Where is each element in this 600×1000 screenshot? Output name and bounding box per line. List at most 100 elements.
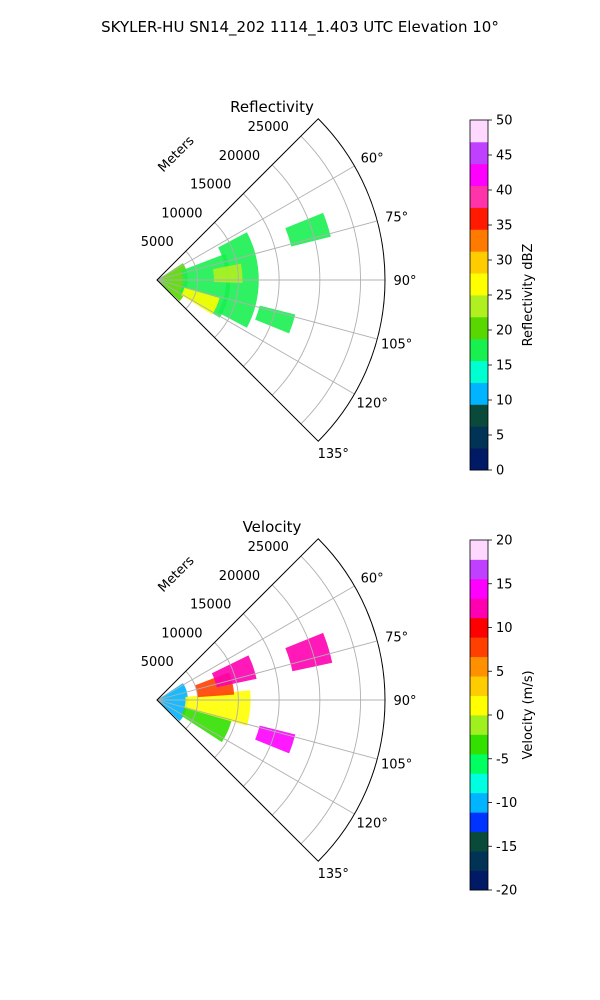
colorbar-tick-label: -15 bbox=[496, 840, 517, 855]
colorbar-segment bbox=[470, 753, 488, 774]
colorbar-tick-label: 5 bbox=[496, 665, 504, 680]
echo-region bbox=[255, 305, 296, 334]
colorbar-segment bbox=[470, 734, 488, 755]
colorbar-segment bbox=[470, 141, 488, 165]
colorbar-segment bbox=[470, 338, 488, 362]
colorbar-tick-label: 30 bbox=[496, 254, 513, 269]
azimuth-gridline bbox=[156, 585, 355, 701]
azimuth-tick-label: 90° bbox=[393, 274, 416, 289]
sector-outline bbox=[156, 538, 386, 862]
colorbar-segment bbox=[470, 715, 488, 735]
colorbar-segment bbox=[470, 812, 488, 833]
azimuth-gridline bbox=[156, 220, 378, 281]
azimuth-gridline bbox=[156, 279, 355, 395]
echo-region bbox=[157, 263, 188, 302]
colorbar-segment bbox=[470, 598, 488, 619]
colorbar-segment bbox=[470, 637, 488, 658]
colorbar-tick-label: -20 bbox=[496, 884, 517, 899]
colorbar-segment bbox=[470, 382, 488, 405]
azimuth-tick-label: 60° bbox=[361, 572, 384, 587]
colorbar-tick-label: 15 bbox=[496, 577, 513, 592]
radial-tick-label: 10000 bbox=[161, 626, 202, 641]
echo-data bbox=[157, 632, 333, 754]
azimuth-gridline bbox=[156, 165, 355, 281]
azimuth-tick-label: 75° bbox=[385, 631, 408, 646]
radial-tick-label: 5000 bbox=[141, 655, 174, 670]
colorbar-tick-label: 10 bbox=[496, 621, 513, 636]
colorbar-tick-label: 45 bbox=[496, 149, 513, 164]
radial-tick-label: 25000 bbox=[248, 540, 289, 555]
colorbar-segment bbox=[470, 229, 488, 252]
radial-axis-label: Meters bbox=[156, 553, 198, 595]
colorbar-tick-label: 0 bbox=[496, 464, 504, 479]
colorbar-segment bbox=[470, 851, 488, 871]
colorbar: -20 -15 -10 -5 0 5 10 15 20 Velocity (m/s) bbox=[469, 534, 536, 899]
colorbar-segment bbox=[470, 316, 488, 340]
colorbar-label: Reflectivity dBZ bbox=[521, 244, 536, 347]
colorbar-tick-label: 35 bbox=[496, 219, 513, 234]
azimuth-tick-label: 135° bbox=[318, 447, 349, 462]
azimuth-gridline bbox=[156, 640, 378, 701]
colorbar-segment bbox=[470, 676, 488, 696]
colorbar-tick-label: 0 bbox=[496, 709, 504, 724]
azimuth-tick-label: 60° bbox=[361, 152, 384, 167]
echo-region bbox=[211, 655, 257, 688]
colorbar-tick-label: 10 bbox=[496, 394, 513, 409]
colorbar-segment bbox=[470, 773, 488, 794]
colorbar-segment bbox=[470, 617, 488, 638]
colorbar-tick-label: 40 bbox=[496, 184, 513, 199]
radial-tick-label: 25000 bbox=[248, 120, 289, 135]
azimuth-gridline bbox=[156, 699, 355, 815]
colorbar-tick-label: 20 bbox=[496, 534, 513, 549]
figure-title: SKYLER-HU SN14_202 1114_1.403 UTC Elevat… bbox=[101, 18, 499, 37]
radial-tick-label: 20000 bbox=[219, 569, 260, 584]
colorbar-segment bbox=[470, 656, 488, 677]
radial-tick-label: 10000 bbox=[161, 206, 202, 221]
echo-region bbox=[212, 263, 243, 283]
colorbar-segment bbox=[470, 792, 488, 813]
colorbar-tick-label: 5 bbox=[496, 429, 504, 444]
colorbar-tick-label: -5 bbox=[496, 752, 509, 767]
radial-tick-label: 5000 bbox=[141, 235, 174, 250]
colorbar-segment bbox=[470, 559, 488, 580]
colorbar-segment bbox=[470, 360, 488, 383]
reflectivity-panel: 60° 75° 90° 105° 120° 135° 5000 10000 15000 20000… bbox=[141, 98, 536, 479]
echo-region bbox=[285, 632, 333, 672]
sector-outline bbox=[156, 118, 386, 442]
colorbar-tick-label: 50 bbox=[496, 114, 513, 129]
colorbar-segment bbox=[470, 695, 488, 716]
echo-region bbox=[181, 287, 220, 315]
azimuth-tick-label: 105° bbox=[381, 337, 412, 352]
colorbar-segment bbox=[470, 251, 488, 274]
echo-region bbox=[285, 212, 331, 247]
azimuth-tick-label: 75° bbox=[385, 211, 408, 226]
velocity-panel: 60° 75° 90° 105° 120° 135° 5000 10000 15000 20000… bbox=[141, 518, 536, 899]
colorbar-segment bbox=[470, 831, 488, 852]
colorbar-segment bbox=[470, 426, 488, 449]
azimuth-tick-label: 120° bbox=[357, 817, 388, 832]
azimuth-tick-label: 120° bbox=[357, 397, 388, 412]
colorbar-segment bbox=[470, 295, 488, 318]
colorbar-tick-label: -10 bbox=[496, 796, 517, 811]
azimuth-gridline bbox=[156, 699, 378, 760]
panel-title: Velocity bbox=[243, 518, 302, 536]
echo-region bbox=[184, 690, 251, 726]
colorbar-segment bbox=[470, 870, 488, 891]
colorbar-segment bbox=[470, 163, 488, 187]
azimuth-gridline bbox=[156, 279, 378, 340]
colorbar-segment bbox=[470, 273, 488, 296]
colorbar-segment bbox=[470, 448, 488, 471]
colorbar-tick-label: 15 bbox=[496, 359, 513, 374]
radial-tick-label: 15000 bbox=[190, 178, 231, 193]
azimuth-tick-label: 135° bbox=[318, 867, 349, 882]
panel-title: Reflectivity bbox=[230, 98, 314, 116]
colorbar-segment bbox=[470, 540, 488, 560]
azimuth-tick-label: 105° bbox=[381, 757, 412, 772]
colorbar-segment bbox=[470, 207, 488, 230]
azimuth-tick-label: 90° bbox=[393, 694, 416, 709]
radial-tick-label: 20000 bbox=[219, 149, 260, 164]
colorbar-segment bbox=[470, 120, 488, 143]
colorbar-label: Velocity (m/s) bbox=[521, 670, 536, 759]
echo-region bbox=[255, 725, 296, 754]
